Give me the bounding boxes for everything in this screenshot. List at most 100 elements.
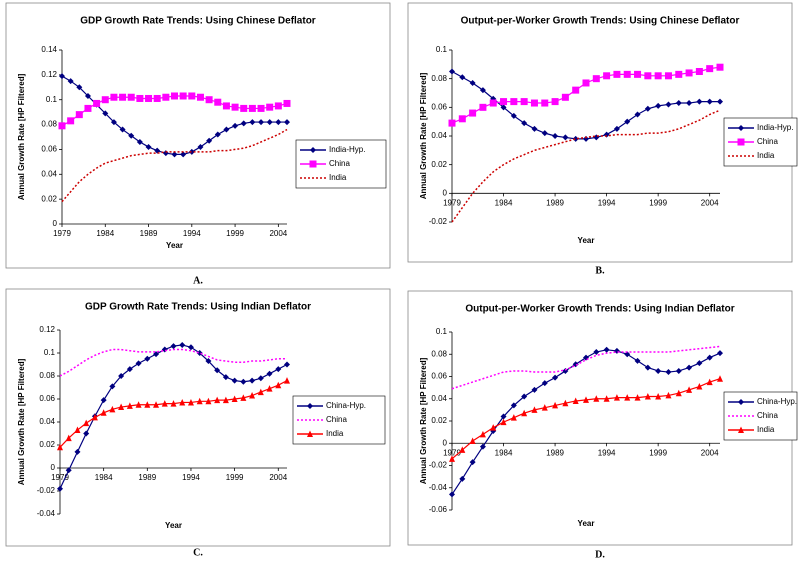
- y-axis-label: Annual Growth Rate [HP Filtered]: [419, 357, 428, 484]
- marker: [109, 405, 116, 413]
- marker: [449, 491, 455, 498]
- caption: D.: [595, 549, 605, 560]
- x-tick-label: 1994: [598, 448, 616, 457]
- y-tick-label: -0.04: [37, 509, 56, 518]
- marker: [197, 143, 204, 150]
- marker: [706, 65, 714, 73]
- y-tick-label: 0.08: [431, 349, 447, 358]
- marker: [170, 343, 177, 350]
- marker: [644, 72, 652, 80]
- marker: [84, 92, 91, 99]
- marker: [696, 383, 703, 390]
- marker: [665, 391, 672, 399]
- y-tick-label: -0.04: [429, 483, 448, 492]
- legend-label: India-Hyp.: [757, 123, 793, 132]
- legend-label: India: [326, 429, 344, 438]
- marker: [593, 349, 600, 356]
- x-tick-label: 1989: [546, 198, 564, 207]
- marker: [67, 117, 75, 125]
- legend-label: China-Hyp.: [757, 397, 797, 406]
- marker: [469, 459, 476, 466]
- marker: [603, 346, 610, 353]
- marker: [214, 98, 222, 106]
- marker: [145, 143, 152, 150]
- marker: [541, 404, 548, 411]
- marker: [222, 396, 229, 404]
- marker: [93, 99, 101, 107]
- x-tick-label: 1979: [53, 229, 71, 238]
- marker: [582, 79, 590, 87]
- marker: [179, 341, 186, 348]
- marker: [275, 119, 282, 126]
- x-tick-label: 1979: [443, 448, 461, 457]
- marker: [572, 361, 579, 368]
- marker: [214, 396, 221, 404]
- marker: [489, 99, 497, 107]
- chart-title: Output-per-Worker Growth Trends: Using C…: [461, 16, 740, 27]
- marker: [561, 93, 569, 101]
- x-tick-label: 1994: [183, 229, 201, 238]
- marker: [552, 374, 559, 381]
- marker: [257, 104, 265, 112]
- marker: [479, 103, 487, 111]
- marker: [83, 419, 90, 427]
- x-axis-label: Year: [166, 241, 183, 250]
- series-line: [59, 380, 288, 448]
- marker: [65, 467, 72, 474]
- marker: [67, 78, 74, 85]
- marker: [613, 70, 621, 78]
- marker: [240, 104, 248, 112]
- marker: [521, 120, 528, 127]
- marker: [583, 135, 589, 142]
- marker: [685, 69, 693, 77]
- marker: [127, 93, 135, 101]
- y-tick-label: 0.06: [41, 145, 57, 154]
- marker: [284, 377, 290, 384]
- marker: [737, 138, 745, 146]
- marker: [126, 366, 133, 373]
- marker: [500, 98, 508, 106]
- marker: [696, 360, 703, 367]
- marker: [469, 79, 476, 86]
- marker: [449, 68, 455, 75]
- y-tick-label: 0.1: [436, 327, 448, 336]
- y-tick-label: 0.02: [431, 160, 447, 169]
- marker: [500, 104, 507, 111]
- marker: [128, 132, 135, 139]
- marker: [196, 93, 204, 101]
- marker: [686, 364, 693, 371]
- marker: [170, 400, 177, 407]
- x-axis-label: Year: [165, 521, 182, 530]
- y-tick-label: 0.06: [431, 102, 447, 111]
- y-tick-label: 0.08: [39, 371, 55, 380]
- marker: [623, 70, 631, 78]
- marker: [583, 396, 589, 403]
- marker: [665, 101, 672, 108]
- marker: [593, 395, 600, 402]
- marker: [706, 354, 713, 361]
- marker: [231, 103, 239, 111]
- marker: [655, 367, 662, 374]
- marker: [74, 448, 81, 455]
- marker: [162, 150, 169, 157]
- marker: [624, 118, 631, 125]
- x-axis-label: Year: [578, 519, 595, 528]
- marker: [232, 122, 239, 129]
- x-tick-label: 1989: [140, 229, 158, 238]
- y-tick-label: 0.14: [41, 45, 57, 54]
- marker: [196, 350, 203, 356]
- x-tick-label: 2004: [701, 198, 719, 207]
- marker: [307, 430, 313, 437]
- x-tick-label: 2004: [269, 229, 287, 238]
- marker: [541, 380, 548, 387]
- marker: [603, 395, 610, 402]
- caption: B.: [595, 265, 605, 276]
- marker: [65, 434, 72, 442]
- marker: [240, 120, 247, 127]
- chart-title: GDP Growth Rate Trends: Using Chinese De…: [80, 16, 316, 27]
- y-tick-label: 0.1: [436, 45, 448, 54]
- marker: [500, 418, 507, 426]
- marker: [572, 135, 579, 142]
- marker: [240, 378, 247, 385]
- marker: [57, 443, 63, 451]
